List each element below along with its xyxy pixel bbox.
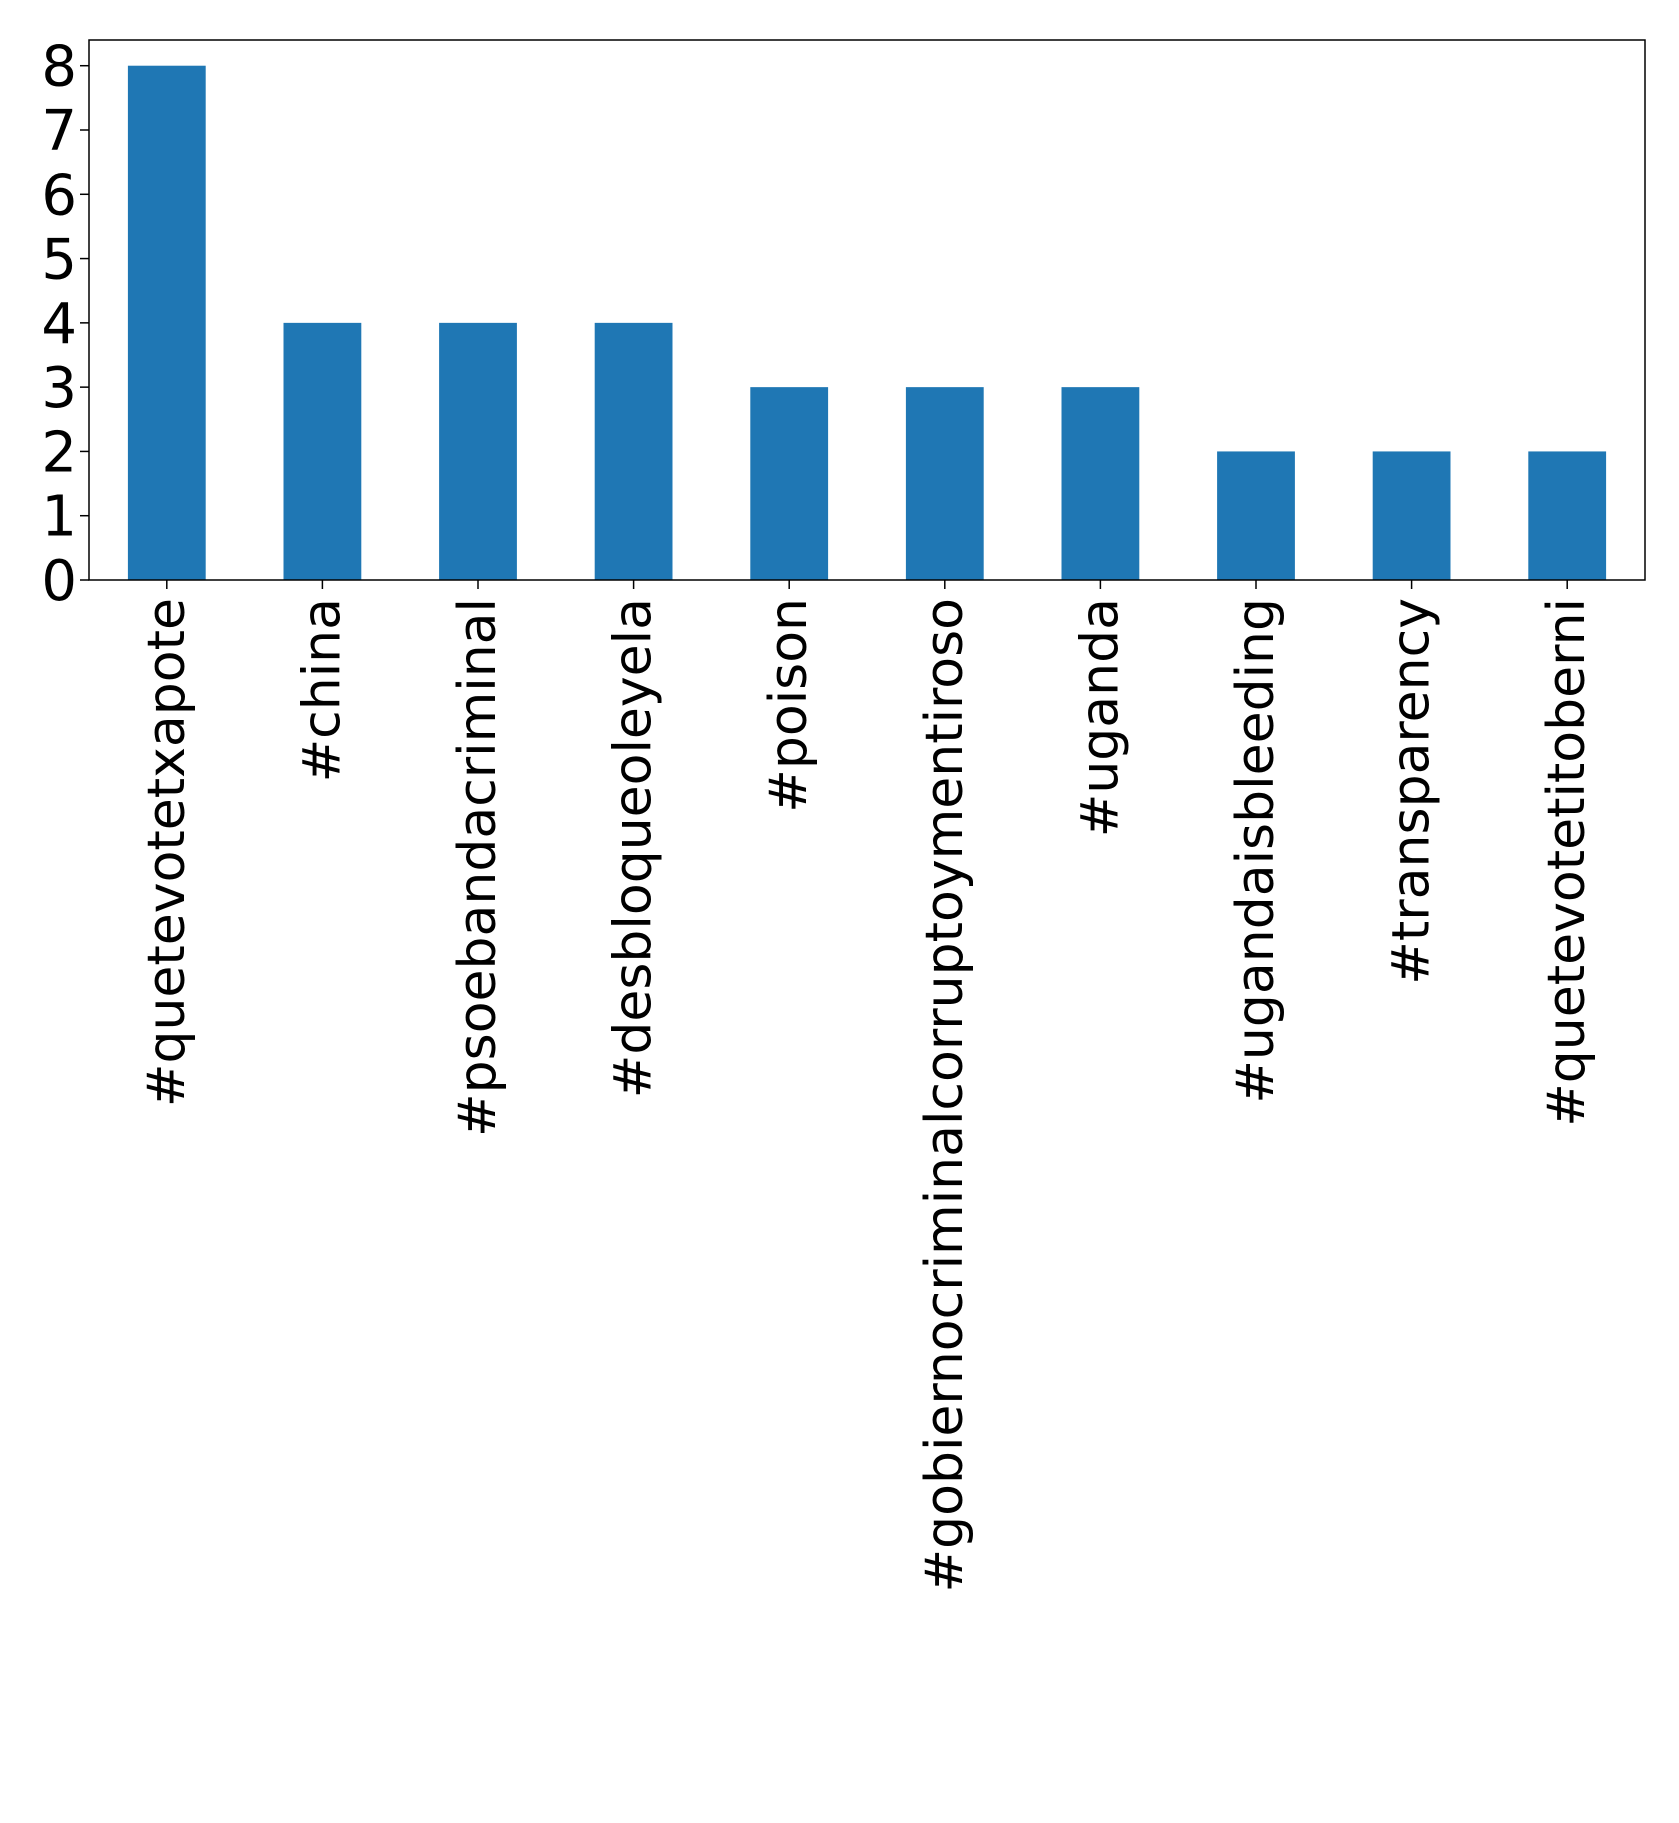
bar-8 [1372,451,1451,580]
bar-2 [439,322,517,580]
plot-frame [88,39,1646,581]
y-tick-label-6: 6 [41,163,77,228]
y-tick-label-2: 2 [41,420,77,485]
y-tick-label-5: 5 [41,228,77,293]
bar-7 [1217,451,1295,580]
bar-0 [127,65,206,580]
bar-6 [1061,387,1140,580]
y-tick-label-7: 7 [41,99,77,164]
x-tick-label-4: #poison [759,598,819,813]
x-axis: #quetevotetxapote #china #psoebandacrimina… [137,580,1597,1592]
y-tick-label-8: 8 [41,35,77,100]
bar-5 [905,387,984,580]
x-tick-label-1: #china [292,598,352,782]
x-tick-label-2: #psoebandacriminal [448,598,508,1137]
x-tick-label-3: #desbloqueoleyela [604,598,664,1098]
y-tick-label-4: 4 [41,292,77,357]
bar-4 [750,387,829,580]
bar-9 [1528,451,1607,580]
x-tick-label-9: #quetevotetitoberni [1537,598,1597,1127]
bar-1 [283,322,362,580]
y-tick-label-3: 3 [41,356,77,421]
x-tick-label-5: #gobiernocriminalcorruptoymentiroso [915,598,975,1592]
bars-group [127,65,1607,580]
x-tick-label-0: #quetevotetxapote [137,598,197,1107]
y-tick-label-0: 0 [41,549,77,614]
y-tick-label-1: 1 [41,485,77,550]
x-tick-label-7: #ugandaisbleeding [1226,598,1286,1104]
x-tick-label-6: #uganda [1070,598,1130,837]
bar-3 [594,322,673,580]
x-tick-label-8: #transparency [1382,598,1442,985]
